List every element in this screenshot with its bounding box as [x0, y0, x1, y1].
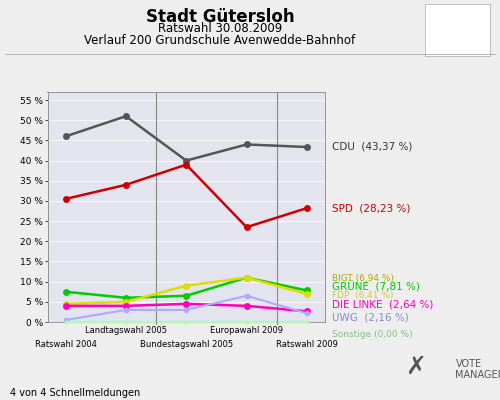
Text: ✗: ✗ [405, 355, 426, 379]
Text: FDP  (6,41 %): FDP (6,41 %) [332, 291, 394, 300]
Text: BIGT (6,94 %): BIGT (6,94 %) [332, 274, 394, 283]
Text: Sonstige (0,00 %): Sonstige (0,00 %) [332, 330, 413, 339]
Text: Bundestagswahl 2005: Bundestagswahl 2005 [140, 340, 233, 349]
Text: VOTE
MANAGER: VOTE MANAGER [456, 359, 500, 380]
Text: GRÜNE  (7,81 %): GRÜNE (7,81 %) [332, 281, 420, 292]
Text: Europawahl 2009: Europawahl 2009 [210, 326, 283, 335]
Text: UWG  (2,16 %): UWG (2,16 %) [332, 312, 409, 322]
Text: DIE LINKE  (2,64 %): DIE LINKE (2,64 %) [332, 299, 434, 309]
Text: Ratswahl 2009: Ratswahl 2009 [276, 340, 338, 349]
Text: SPD  (28,23 %): SPD (28,23 %) [332, 203, 411, 213]
Text: Ratswahl 2004: Ratswahl 2004 [34, 340, 96, 349]
Text: Landtagswahl 2005: Landtagswahl 2005 [85, 326, 167, 335]
Text: Stadt Gütersloh: Stadt Gütersloh [146, 8, 294, 26]
Text: 4 von 4 Schnellmeldungen: 4 von 4 Schnellmeldungen [10, 388, 140, 398]
Text: Verlauf 200 Grundschule Avenwedde-Bahnhof: Verlauf 200 Grundschule Avenwedde-Bahnho… [84, 34, 355, 46]
Text: Ratswahl 30.08.2009: Ratswahl 30.08.2009 [158, 22, 282, 35]
Text: CDU  (43,37 %): CDU (43,37 %) [332, 142, 413, 152]
